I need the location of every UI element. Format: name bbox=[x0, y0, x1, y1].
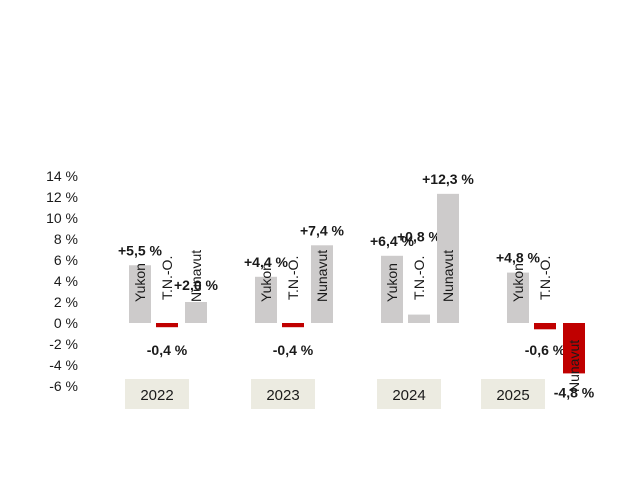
bar bbox=[311, 245, 333, 323]
bar-category-label: Yukon bbox=[132, 263, 148, 302]
bar-value-label: +4,8 % bbox=[496, 250, 541, 266]
bar-value-label: -0,6 % bbox=[525, 342, 566, 358]
y-tick-label: -4 % bbox=[49, 357, 78, 373]
y-axis: 14 % 12 % 10 % 8 % 6 % 4 % 2 % 0 % -2 % -4 % -6 % bbox=[46, 168, 78, 394]
year-label: 2022 bbox=[140, 387, 173, 404]
y-tick-label: 8 % bbox=[54, 231, 78, 247]
bar-category-label: Yukon bbox=[258, 263, 274, 302]
bar-category-label: T.N.-O. bbox=[537, 256, 553, 300]
bar bbox=[282, 323, 304, 328]
bar-category-label: Nunavut bbox=[440, 250, 456, 302]
bar-value-label: +2,0 % bbox=[174, 277, 219, 293]
bar-category-label: Nunavut bbox=[314, 250, 330, 302]
bar-value-label: +7,4 % bbox=[300, 222, 345, 238]
year-labels: 2022 2023 2024 2025 bbox=[125, 379, 545, 409]
year-box bbox=[125, 379, 189, 409]
bar-category-label: Yukon bbox=[510, 263, 526, 302]
year-label: 2023 bbox=[266, 387, 299, 404]
bar-value-label: +6,4 % bbox=[370, 233, 415, 249]
bar-category-label: Nunavut bbox=[566, 340, 582, 392]
bar-value-label: -0,4 % bbox=[147, 342, 188, 358]
y-tick-label: 6 % bbox=[54, 252, 78, 268]
year-box bbox=[251, 379, 315, 409]
year-label: 2024 bbox=[392, 387, 425, 404]
y-tick-label: 2 % bbox=[54, 294, 78, 310]
bar-category-label: T.N.-O. bbox=[159, 256, 175, 300]
year-box bbox=[481, 379, 545, 409]
bar bbox=[534, 323, 556, 330]
y-tick-label: -6 % bbox=[49, 378, 78, 394]
bar bbox=[255, 276, 277, 323]
bar-category-label: T.N.-O. bbox=[285, 256, 301, 300]
bar bbox=[408, 314, 430, 323]
bar-category-label: Nunavut bbox=[188, 250, 204, 302]
bar-category-label: Yukon bbox=[384, 263, 400, 302]
bar bbox=[563, 323, 585, 374]
year-label: 2025 bbox=[496, 387, 529, 404]
y-tick-label: -2 % bbox=[49, 336, 78, 352]
bar bbox=[507, 272, 529, 323]
bars: Yukon+5,5 %T.N.-O.-0,4 %Nunavut+2,0 % Yuk… bbox=[118, 171, 595, 401]
bar bbox=[437, 193, 459, 323]
bar bbox=[129, 265, 151, 323]
bar-value-label: -4,8 % bbox=[554, 384, 595, 400]
bar-value-label: +12,3 % bbox=[422, 171, 474, 187]
bar-category-label: T.N.-O. bbox=[411, 256, 427, 300]
bar-value-label: -0,4 % bbox=[273, 342, 314, 358]
bar bbox=[185, 302, 207, 323]
bar-value-label: +5,5 % bbox=[118, 242, 163, 258]
y-tick-label: 10 % bbox=[46, 210, 78, 226]
bar-value-label: +0,8 % bbox=[397, 229, 442, 245]
y-tick-label: 0 % bbox=[54, 315, 78, 331]
year-box bbox=[377, 379, 441, 409]
bar bbox=[381, 255, 403, 323]
y-tick-label: 12 % bbox=[46, 189, 78, 205]
y-tick-label: 4 % bbox=[54, 273, 78, 289]
y-tick-label: 14 % bbox=[46, 168, 78, 184]
bar bbox=[156, 323, 178, 328]
bar-value-label: +4,4 % bbox=[244, 254, 289, 270]
